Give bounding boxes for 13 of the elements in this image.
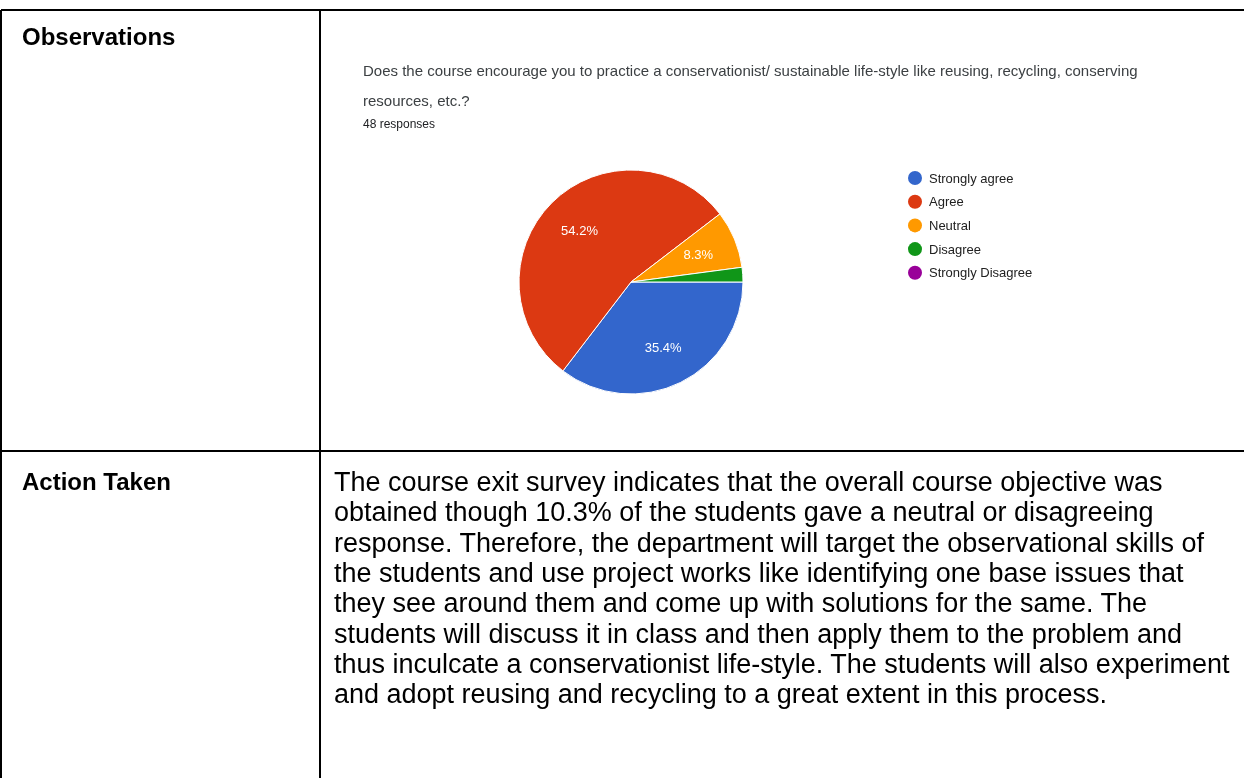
legend-label: Agree [929, 194, 964, 210]
data-label: 54.2% [561, 223, 599, 239]
data-label: 8.3% [683, 246, 714, 262]
legend-label: Neutral [929, 217, 972, 233]
text: 48 responses [363, 117, 436, 131]
legend-label: Strongly agree [929, 170, 1014, 186]
data-label: 35.4% [644, 339, 683, 355]
text: Action Taken [22, 468, 171, 495]
legend-label: Disagree [929, 241, 982, 257]
text: Observations [22, 23, 176, 50]
text: The course exit survey indicates that the overall course objective was obtained though 10.3% of the students gave a neutral or disagreeing response. Therefore, the department will target the observational skills of the students and use project works like identifying one base issues that they see around them and come up with solutions for the same. The students will discuss it in class and then apply them to the problem and thus inculcate a conservationist life-style. The students will also experiment and adopt reusing and recycling to a great extent in this process. [334, 467, 1230, 710]
chart-title: Does the course encourage you to practice a conservationist/ sustainable life-style like reusing, recycling, conserving resources, etc.? [363, 62, 1138, 109]
legend-label: Strongly Disagree [929, 265, 1033, 281]
